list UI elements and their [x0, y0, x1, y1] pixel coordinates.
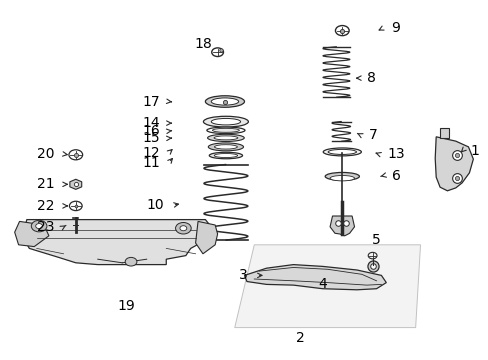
Ellipse shape [323, 148, 361, 156]
Polygon shape [329, 216, 354, 236]
Text: 22: 22 [37, 199, 55, 213]
Text: 20: 20 [37, 147, 55, 161]
Ellipse shape [209, 152, 242, 159]
Circle shape [175, 222, 191, 234]
Text: 18: 18 [194, 37, 211, 51]
Polygon shape [70, 179, 81, 189]
Ellipse shape [214, 136, 237, 140]
Text: 13: 13 [387, 147, 405, 161]
Circle shape [36, 224, 42, 229]
Polygon shape [15, 221, 49, 247]
Ellipse shape [207, 134, 244, 141]
Text: 9: 9 [390, 22, 399, 35]
Circle shape [31, 220, 47, 232]
Ellipse shape [206, 127, 244, 134]
Text: 8: 8 [366, 71, 375, 85]
Text: 3: 3 [239, 269, 247, 282]
Text: 17: 17 [142, 95, 160, 108]
Text: 16: 16 [142, 124, 160, 138]
Text: 4: 4 [318, 278, 326, 291]
Ellipse shape [211, 98, 238, 105]
Ellipse shape [327, 149, 356, 154]
Text: 7: 7 [368, 128, 377, 141]
Polygon shape [234, 245, 420, 328]
Text: 1: 1 [470, 144, 479, 158]
Ellipse shape [214, 153, 237, 158]
Polygon shape [22, 220, 212, 265]
Ellipse shape [205, 96, 244, 107]
Ellipse shape [329, 175, 354, 181]
Circle shape [125, 257, 137, 266]
Ellipse shape [325, 172, 359, 180]
Text: 23: 23 [37, 220, 55, 234]
Ellipse shape [211, 118, 240, 125]
Text: 11: 11 [142, 156, 160, 170]
Text: 19: 19 [117, 299, 135, 313]
Ellipse shape [212, 129, 239, 132]
Ellipse shape [203, 116, 248, 127]
Polygon shape [195, 221, 217, 254]
Text: 2: 2 [296, 332, 305, 345]
Text: 15: 15 [142, 131, 160, 145]
Text: 6: 6 [391, 169, 400, 183]
Polygon shape [434, 137, 472, 191]
Polygon shape [244, 265, 386, 290]
Text: 14: 14 [142, 116, 160, 130]
Polygon shape [439, 128, 448, 138]
Text: 21: 21 [37, 177, 55, 191]
Ellipse shape [214, 145, 237, 149]
Ellipse shape [208, 143, 243, 151]
Circle shape [180, 226, 186, 231]
Text: 12: 12 [142, 146, 160, 159]
Text: 5: 5 [371, 233, 380, 247]
Text: 10: 10 [146, 198, 163, 212]
